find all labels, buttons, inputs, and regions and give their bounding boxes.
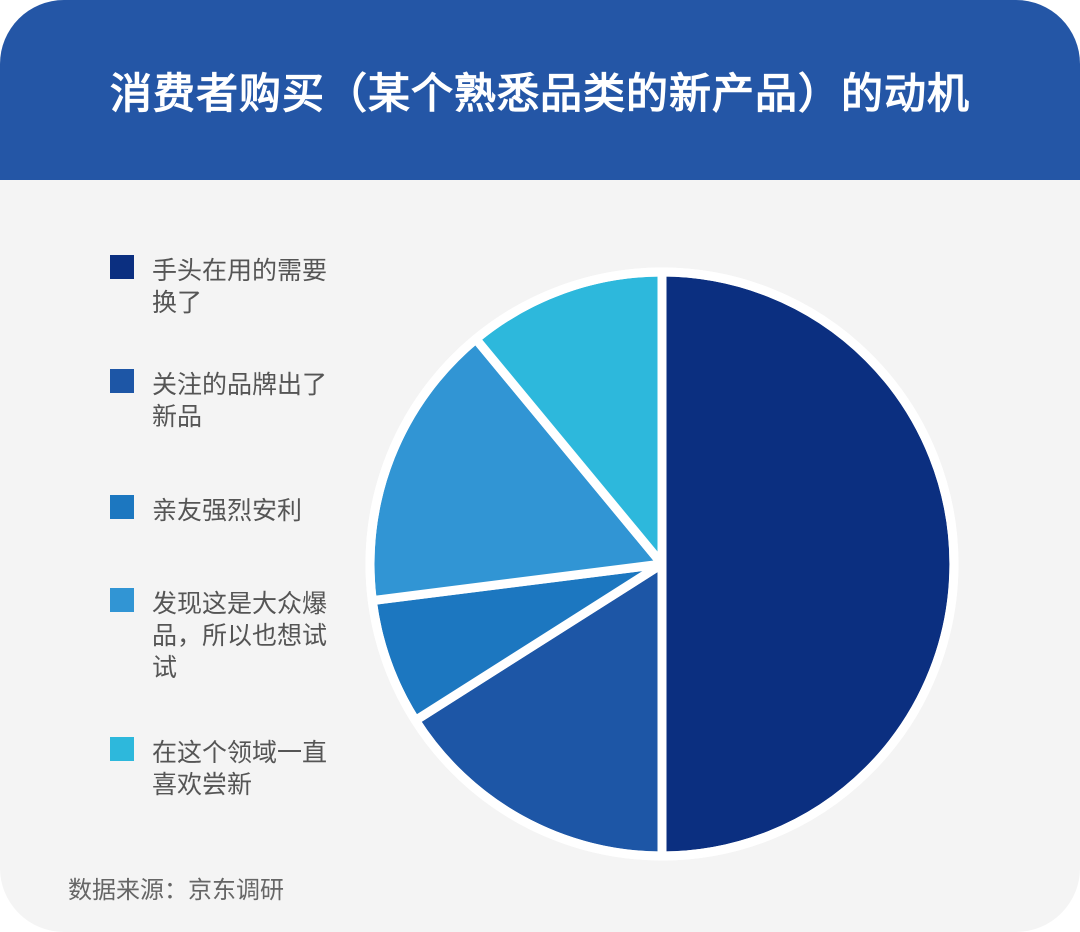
legend-item: 发现这是大众爆品，所以也想试试 <box>110 588 340 684</box>
legend-item: 在这个领域一直喜欢尝新 <box>110 737 340 801</box>
legend-label: 亲友强烈安利 <box>152 496 303 525</box>
data-source: 数据来源：京东调研 <box>68 876 284 904</box>
legend-swatch <box>110 737 134 761</box>
pie-chart <box>365 267 959 861</box>
legend-label: 关注的品牌出了新品 <box>152 370 328 431</box>
chart-title: 消费者购买（某个熟悉品类的新产品）的动机 <box>109 68 970 118</box>
legend-label: 在这个领域一直喜欢尝新 <box>152 738 328 799</box>
legend-swatch <box>110 588 134 612</box>
legend-item: 关注的品牌出了新品 <box>110 369 340 433</box>
legend-label: 发现这是大众爆品，所以也想试试 <box>152 589 328 682</box>
legend-item: 手头在用的需要换了 <box>110 255 340 319</box>
legend-swatch <box>110 495 134 519</box>
legend-swatch <box>110 255 134 279</box>
legend-label: 手头在用的需要换了 <box>152 256 328 317</box>
pie-slice <box>657 267 959 861</box>
pie-outline <box>365 267 959 861</box>
legend-item: 亲友强烈安利 <box>110 495 340 527</box>
legend-swatch <box>110 369 134 393</box>
title-bar: 消费者购买（某个熟悉品类的新产品）的动机 <box>0 0 1080 180</box>
